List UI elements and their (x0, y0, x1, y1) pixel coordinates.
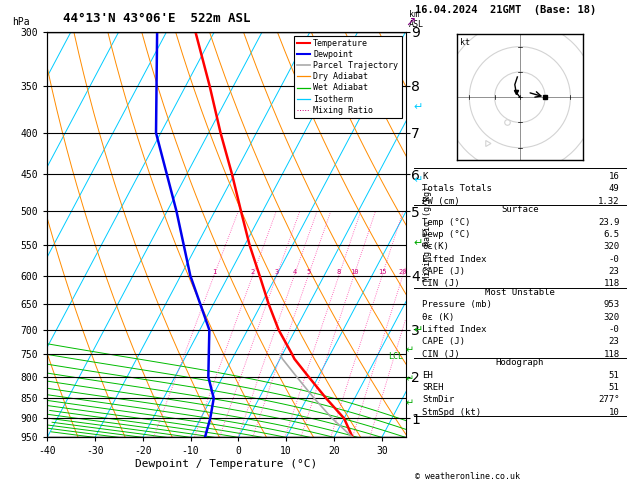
Text: SREH: SREH (422, 383, 444, 392)
Text: 15: 15 (378, 269, 386, 276)
Legend: Temperature, Dewpoint, Parcel Trajectory, Dry Adiabat, Wet Adiabat, Isotherm, Mi: Temperature, Dewpoint, Parcel Trajectory… (294, 36, 401, 118)
Text: 16: 16 (609, 172, 620, 181)
Text: 1.32: 1.32 (598, 197, 620, 206)
Text: ↵: ↵ (406, 345, 414, 355)
Text: 3: 3 (275, 269, 279, 276)
Text: PW (cm): PW (cm) (422, 197, 460, 206)
Text: 10: 10 (350, 269, 359, 276)
Text: Mixing Ratio (g/kg): Mixing Ratio (g/kg) (423, 186, 432, 281)
Text: 44°13'N 43°06'E  522m ASL: 44°13'N 43°06'E 522m ASL (63, 12, 250, 25)
Text: hPa: hPa (13, 17, 30, 27)
Text: 16.04.2024  21GMT  (Base: 18): 16.04.2024 21GMT (Base: 18) (415, 5, 596, 15)
Text: 23: 23 (609, 267, 620, 276)
Text: ↗: ↗ (406, 16, 416, 28)
Text: © weatheronline.co.uk: © weatheronline.co.uk (415, 472, 520, 481)
Text: K: K (422, 172, 428, 181)
Text: Hodograph: Hodograph (496, 359, 544, 367)
Text: Pressure (mb): Pressure (mb) (422, 300, 493, 310)
Text: km
ASL: km ASL (409, 10, 424, 29)
Text: ↵: ↵ (413, 326, 423, 335)
Text: θε(K): θε(K) (422, 243, 449, 251)
Text: 20: 20 (399, 269, 407, 276)
Text: 6.5: 6.5 (603, 230, 620, 239)
Text: 23.9: 23.9 (598, 218, 620, 226)
Text: EH: EH (422, 371, 433, 380)
Text: -0: -0 (609, 255, 620, 264)
Text: StmDir: StmDir (422, 396, 455, 404)
X-axis label: Dewpoint / Temperature (°C): Dewpoint / Temperature (°C) (135, 459, 318, 469)
Text: -0: -0 (609, 325, 620, 334)
Text: Totals Totals: Totals Totals (422, 184, 493, 193)
Text: CAPE (J): CAPE (J) (422, 337, 465, 347)
Text: Temp (°C): Temp (°C) (422, 218, 470, 226)
Text: 23: 23 (609, 337, 620, 347)
Text: ↵: ↵ (406, 374, 414, 384)
Text: Most Unstable: Most Unstable (485, 288, 555, 297)
Text: 118: 118 (603, 279, 620, 288)
Text: 5: 5 (306, 269, 311, 276)
Text: CAPE (J): CAPE (J) (422, 267, 465, 276)
Text: 320: 320 (603, 312, 620, 322)
Text: 51: 51 (609, 371, 620, 380)
Text: 118: 118 (603, 350, 620, 359)
Text: kt: kt (460, 38, 470, 47)
Text: 277°: 277° (598, 396, 620, 404)
Text: 51: 51 (609, 383, 620, 392)
Text: 320: 320 (603, 243, 620, 251)
Text: ↵: ↵ (413, 175, 423, 185)
Text: 1: 1 (212, 269, 216, 276)
Text: 4: 4 (292, 269, 296, 276)
Text: ↵: ↵ (413, 102, 423, 112)
Text: StmSpd (kt): StmSpd (kt) (422, 408, 481, 417)
Text: 10: 10 (609, 408, 620, 417)
Text: ↵: ↵ (413, 238, 423, 248)
Text: 953: 953 (603, 300, 620, 310)
Text: Lifted Index: Lifted Index (422, 255, 487, 264)
Text: CIN (J): CIN (J) (422, 279, 460, 288)
Text: Dewp (°C): Dewp (°C) (422, 230, 470, 239)
Text: θε (K): θε (K) (422, 312, 455, 322)
Text: 8: 8 (337, 269, 341, 276)
Text: Lifted Index: Lifted Index (422, 325, 487, 334)
Text: LCL: LCL (388, 352, 403, 361)
Text: 49: 49 (609, 184, 620, 193)
Text: 2: 2 (250, 269, 255, 276)
Text: Surface: Surface (501, 205, 538, 214)
Text: ↵: ↵ (406, 399, 414, 408)
Text: CIN (J): CIN (J) (422, 350, 460, 359)
